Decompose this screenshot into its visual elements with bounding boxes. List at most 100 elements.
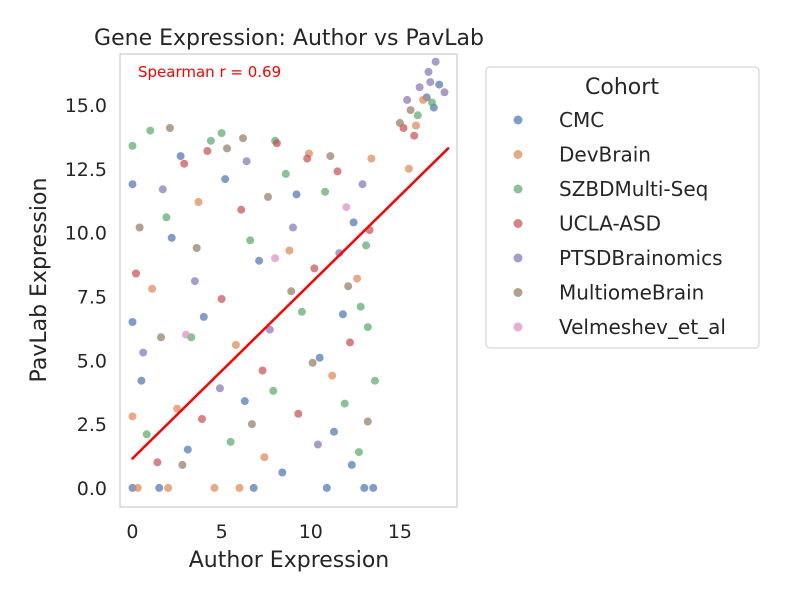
legend-marker (513, 184, 523, 194)
data-point-szbdmulti-seq-18 (146, 126, 155, 135)
y-tick-label: 15.0 (65, 95, 107, 117)
data-point-szbdmulti-seq-4 (206, 136, 215, 145)
data-point-szbdmulti-seq-6 (246, 236, 255, 245)
data-point-szbdmulti-seq-14 (354, 448, 363, 457)
data-point-multiomebrain-3 (192, 244, 201, 252)
data-point-cmc-14 (360, 483, 369, 492)
spearman-annotation: Spearman r = 0.69 (138, 63, 281, 81)
trend-line (131, 147, 450, 460)
y-axis-label: PavLab Expression (27, 178, 52, 383)
data-point-multiomebrain-0 (135, 223, 144, 232)
data-point-cmc-13 (349, 218, 358, 227)
y-axis-ticks: 0.0 2.5 5.0 7.5 10.0 12.5 15.0 (65, 95, 107, 500)
data-point-ptsdbrainomics-14 (426, 78, 435, 87)
data-point-ucla-asd-1 (153, 458, 162, 467)
data-point-multiomebrain-15 (239, 134, 247, 143)
legend-label: DevBrain (559, 143, 651, 167)
y-tick-label: 2.5 (77, 414, 107, 436)
legend-marker (513, 115, 523, 125)
data-point-multiomebrain-1 (157, 333, 165, 342)
data-point-cmc-3 (167, 233, 176, 242)
data-point-ucla-asd-15 (203, 147, 212, 155)
data-point-devbrain-4 (210, 483, 219, 492)
data-point-devbrain-0 (133, 483, 142, 492)
data-point-ucla-asd-3 (198, 415, 206, 423)
legend-label: UCLA-ASD (559, 212, 661, 236)
y-tick-label: 7.5 (77, 286, 107, 308)
legend-marker (513, 253, 523, 263)
y-tick-label: 12.5 (65, 159, 107, 181)
data-point-cmc-17 (128, 180, 137, 189)
data-point-cmc-16 (128, 318, 137, 326)
data-point-multiomebrain-12 (395, 118, 404, 127)
data-point-ucla-asd-9 (310, 264, 319, 273)
data-point-devbrain-3 (194, 198, 203, 206)
data-point-cmc-6 (221, 175, 230, 184)
data-point-cmc-22 (338, 310, 347, 319)
data-point-multiomebrain-2 (178, 460, 187, 469)
data-point-devbrain-5 (231, 340, 240, 349)
data-point-devbrain-10 (353, 274, 362, 283)
data-point-szbdmulti-seq-21 (363, 323, 372, 332)
y-tick-label: 0.0 (77, 478, 107, 500)
data-point-multiomebrain-13 (406, 106, 415, 115)
legend-entries: CMC DevBrain SZBDMulti-Seq UCLA-ASD PTSDBrai… (513, 108, 726, 339)
legend-title: Cohort (585, 75, 659, 100)
legend-label: MultiomeBrain (559, 281, 704, 305)
data-point-cmc-19 (249, 483, 258, 492)
data-point-cmc-1 (137, 376, 146, 385)
data-point-ptsdbrainomics-13 (431, 57, 440, 66)
data-point-ptsdbrainomics-2 (190, 277, 199, 286)
legend-label: SZBDMulti-Seq (559, 177, 708, 201)
y-tick-label: 5.0 (77, 350, 107, 372)
data-point-cmc-10 (292, 190, 301, 199)
x-axis-ticks: 0 5 10 15 (126, 521, 412, 543)
data-points (128, 57, 449, 492)
data-point-cmc-11 (315, 353, 324, 362)
data-point-szbdmulti-seq-9 (297, 307, 306, 316)
x-tick-label: 0 (126, 521, 138, 543)
data-point-cmc-2 (155, 483, 164, 492)
x-tick-label: 15 (388, 521, 412, 543)
legend-label: PTSDBrainomics (559, 246, 723, 270)
chart-title: Gene Expression: Author vs PavLab (94, 26, 484, 51)
data-point-szbdmulti-seq-0 (128, 141, 137, 150)
data-point-ucla-asd-14 (410, 131, 419, 140)
data-point-szbdmulti-seq-1 (142, 430, 151, 439)
data-point-cmc-7 (240, 397, 249, 406)
data-point-velmeshev-et-al-2 (342, 203, 351, 212)
plot-frame (119, 53, 458, 508)
data-point-ucla-asd-8 (294, 409, 303, 418)
legend-marker (513, 288, 523, 297)
data-point-ptsdbrainomics-10 (403, 95, 412, 104)
data-point-devbrain-14 (419, 95, 428, 104)
data-point-multiomebrain-11 (363, 417, 372, 426)
data-point-szbdmulti-seq-2 (162, 213, 171, 222)
data-point-devbrain-2 (173, 404, 182, 413)
legend-box (485, 66, 760, 349)
data-point-cmc-8 (255, 256, 264, 265)
data-point-velmeshev-et-al-1 (271, 254, 280, 263)
data-point-ptsdbrainomics-0 (139, 348, 148, 357)
data-point-devbrain-6 (260, 453, 269, 462)
data-point-ucla-asd-5 (237, 205, 246, 214)
y-tick-label: 10.0 (65, 223, 107, 245)
data-point-szbdmulti-seq-15 (362, 241, 371, 250)
data-point-devbrain-9 (328, 371, 337, 380)
data-point-ucla-asd-0 (132, 269, 140, 278)
x-tick-label: 5 (216, 521, 228, 543)
data-point-devbrain-7 (285, 246, 294, 255)
data-point-cmc-5 (199, 312, 208, 321)
data-point-szbdmulti-seq-10 (321, 187, 330, 196)
legend: Cohort CMC DevBrain SZBDMulti-Seq UCLA-ASD P… (485, 66, 760, 349)
data-point-szbdmulti-seq-17 (428, 98, 436, 107)
data-point-szbdmulti-seq-5 (226, 437, 235, 446)
data-point-ptsdbrainomics-9 (358, 180, 367, 189)
trend-line-layer (131, 147, 450, 460)
data-point-velmeshev-et-al-0 (182, 330, 190, 339)
data-point-devbrain-11 (367, 154, 376, 163)
data-point-cmc-18 (176, 152, 185, 161)
data-point-multiomebrain-6 (264, 192, 272, 201)
data-point-cmc-15 (369, 483, 378, 492)
data-point-szbdmulti-seq-13 (371, 376, 379, 385)
